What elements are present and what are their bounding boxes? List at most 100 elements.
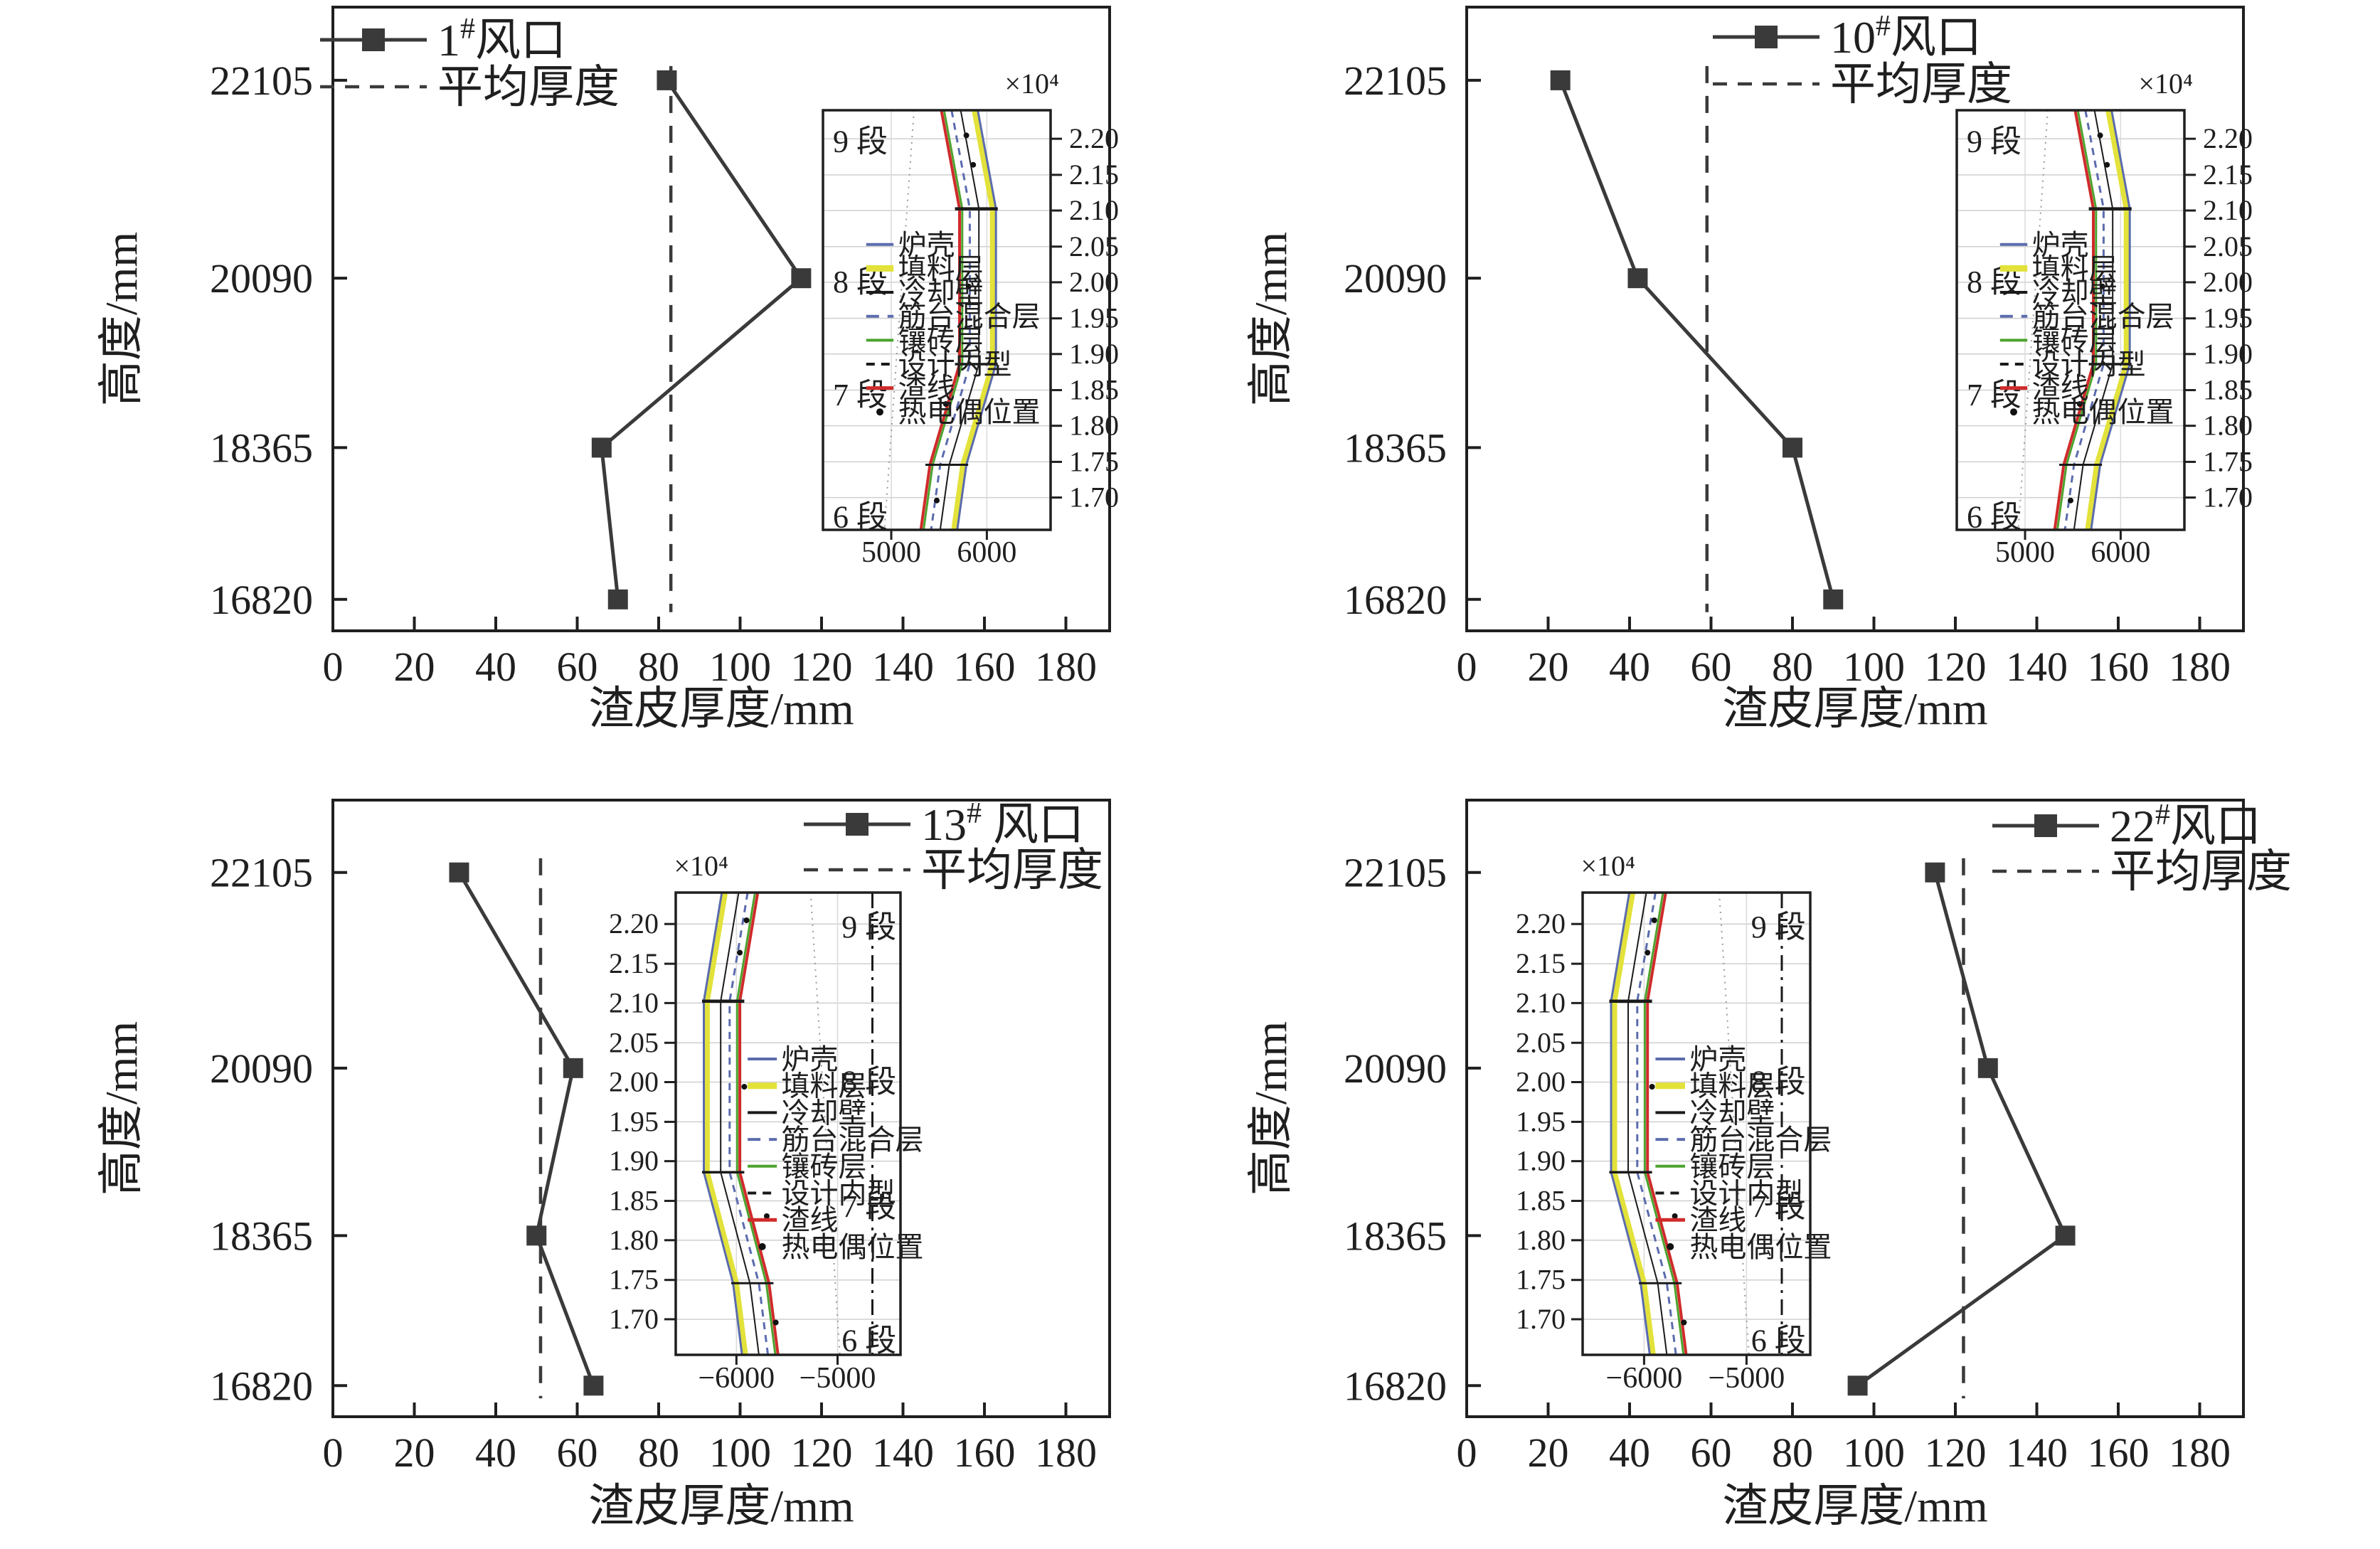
inset-legend-label: 炉壳: [1689, 1043, 1746, 1075]
x-tick-label: 120: [791, 1430, 853, 1476]
legend-series-marker: [2034, 814, 2057, 837]
x-tick-label: 20: [1528, 1430, 1569, 1476]
x-tick-label: 60: [557, 1430, 598, 1476]
x-tick-label: 60: [1691, 644, 1732, 690]
x-tick-label: 100: [1843, 644, 1905, 690]
inset-y-tick-label: 2.20: [1516, 907, 1566, 939]
inset-legend-label: 热电偶位置: [898, 396, 1041, 428]
y-axis-title: 高度/mm: [96, 1021, 147, 1196]
inset-legend-item-设计内型: 设计内型: [1999, 348, 2146, 380]
x-axis-title: 渣皮厚度/mm: [1722, 1481, 1987, 1531]
inset-y-tick-label: 1.80: [1069, 410, 1119, 442]
inset-legend-item-炉壳: 炉壳: [866, 229, 955, 261]
inset-segment-label: 7 段: [1967, 378, 2022, 412]
inset-y-tick-label: 2.10: [1069, 194, 1119, 226]
data-point-marker: [1977, 1058, 1998, 1078]
thermocouple-icon: [1667, 1242, 1674, 1250]
inset-segment-label: 9 段: [841, 910, 896, 944]
inset-y-tick-label: 2.15: [609, 947, 659, 979]
inset-legend-label: 冷却壁: [2032, 277, 2118, 309]
thermocouple-dot: [2104, 161, 2110, 168]
x-tick-label: 140: [872, 1430, 934, 1476]
x-tick-label: 160: [2088, 1430, 2150, 1476]
inset-legend-label: 筋台混合层: [1689, 1124, 1832, 1156]
inset-y-tick-label: 2.15: [2203, 159, 2253, 191]
y-axis-title: 高度/mm: [1245, 1021, 1296, 1196]
plot-frame: [1465, 799, 2245, 1418]
inset-legend-item-渣线: 渣线: [866, 373, 955, 405]
inset-y-tick-label: 1.75: [1069, 445, 1119, 477]
wall-line-填料层: [951, 110, 996, 531]
data-point-marker: [563, 1058, 583, 1078]
inset-legend-label: 炉壳: [898, 229, 955, 261]
inset-y-tick-label: 1.85: [1069, 374, 1119, 406]
x-tick-label: 140: [2006, 644, 2068, 690]
data-point-marker: [2055, 1225, 2076, 1246]
thermocouple-dot: [2097, 132, 2103, 139]
inset-legend-label: 筋台混合层: [2032, 301, 2174, 333]
x-tick-label: 40: [1609, 644, 1650, 690]
inset-legend-item-冷却壁: 冷却壁: [1999, 277, 2118, 309]
thermocouple-dot: [1645, 949, 1651, 956]
inset-legend-item-镶砖层: 镶砖层: [748, 1151, 867, 1183]
inset-x-tick-label: 5000: [1995, 536, 2055, 569]
inset-frame: [674, 891, 902, 1356]
wall-line-炉壳: [703, 892, 743, 1356]
thermocouple-icon: [758, 1242, 766, 1250]
design-profile-dotted-line: [1718, 892, 1750, 1356]
inset-legend-item-热电偶位置: 热电偶位置: [2010, 396, 2174, 428]
x-tick-label: 60: [1691, 1430, 1732, 1476]
x-tick-label: 120: [1925, 644, 1987, 690]
inset-legend-label: 设计内型: [898, 348, 1012, 380]
inset-y-tick-label: 1.95: [1069, 302, 1119, 334]
inset-legend-item-设计内型: 设计内型: [1655, 1178, 1803, 1210]
inset-y-tick-label: 2.20: [609, 907, 659, 939]
inset-x-tick-label: −5000: [1709, 1362, 1785, 1395]
inset-legend-label: 镶砖层: [898, 324, 984, 356]
inset-segment-label: 8 段: [841, 1065, 896, 1100]
legend-series-marker: [1755, 26, 1778, 48]
x-tick-label: 0: [323, 1430, 344, 1476]
inset-legend-label: 炉壳: [2032, 229, 2089, 261]
inset-legend-label: 热电偶位置: [782, 1231, 924, 1263]
y-tick-label: 18365: [1344, 1213, 1447, 1259]
inset-y-tick-label: 2.20: [1069, 122, 1119, 154]
inset-segment-label: 7 段: [1751, 1189, 1806, 1224]
x-tick-label: 140: [2006, 1430, 2068, 1476]
wall-line-镶砖层: [2056, 110, 2098, 531]
inset-x-tick-label: 5000: [861, 536, 921, 569]
inset-legend-label: 设计内型: [2032, 348, 2146, 380]
chart-tuyere-10: 0 20 40 60 80 100 120 140 160 180 22105 20090 18365 1…: [1245, 6, 2253, 734]
inset-segment-label: 6 段: [833, 499, 888, 534]
legend-series-label: 22#风口: [2110, 799, 2261, 851]
y-tick-label: 16820: [1344, 577, 1447, 623]
inset-y-tick-label: 1.95: [609, 1105, 659, 1137]
wall-line-渣线: [738, 892, 780, 1356]
inset-profile-diagram-3: 2.20 2.15 2.10 2.05 2.00 1.95 1.90 1.85 1.80 1.75…: [609, 850, 924, 1395]
inset-segment-label: 8 段: [1751, 1065, 1806, 1100]
x-tick-label: 0: [1457, 644, 1477, 690]
thermocouple-dot: [1681, 1319, 1687, 1326]
data-point-marker: [1925, 862, 1945, 883]
wall-line-填料层: [1611, 892, 1656, 1356]
inset-legend-label: 镶砖层: [2032, 324, 2118, 356]
chart-tuyere-13: 0 20 40 60 80 100 120 140 160 180 22105 20090 18365 1…: [96, 797, 1111, 1531]
chart-tuyere-22: 0 20 40 60 80 100 120 140 160 180 22105 20090 18365 1…: [1245, 799, 2292, 1531]
inset-y-tick-label: 1.90: [609, 1145, 659, 1177]
inset-y-tick-label: 1.70: [1069, 481, 1119, 513]
inset-y-tick-label: 2.10: [609, 986, 659, 1018]
inset-legend-item-筋台混合层: 筋台混合层: [866, 301, 1041, 333]
inset-legend-label: 渣线: [898, 373, 955, 405]
inset-y-tick-label: 1.85: [1516, 1185, 1566, 1217]
y-tick-label: 20090: [1344, 1045, 1447, 1092]
inset-legend-label: 填料层: [1689, 1070, 1775, 1102]
wall-line-炉壳: [1610, 892, 1651, 1356]
wall-line-渣线: [919, 110, 961, 531]
x-tick-label: 180: [1035, 644, 1097, 690]
inset-x-tick-label: 6000: [2091, 536, 2150, 569]
inset-legend-item-设计内型: 设计内型: [748, 1178, 896, 1210]
inset-y-tick-label: 2.05: [609, 1026, 659, 1058]
wall-line-炉壳: [2090, 110, 2131, 531]
